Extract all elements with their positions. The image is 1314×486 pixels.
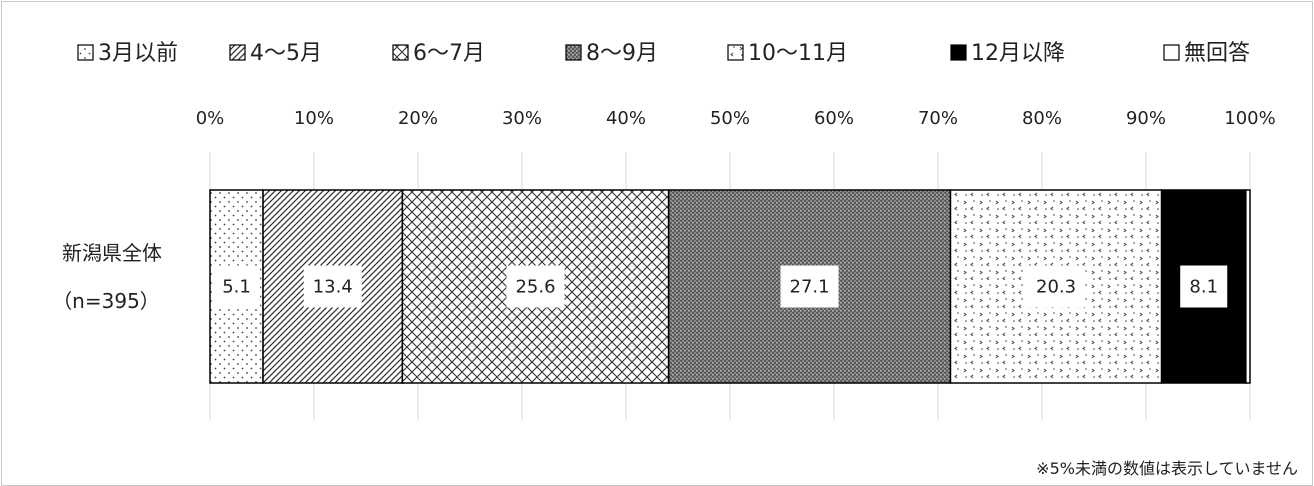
legend-label: 4～5月 [250,41,322,66]
legend-swatch [1163,44,1180,61]
x-axis-ticks: 0% 10% 20% 30% 40% 50% 60% 70% 80% 90% 100% [196,108,1276,129]
data-label-box [780,265,839,308]
legend-swatch [229,44,246,61]
x-tick-label: 70% [918,108,958,129]
category-label-sample-size: （n=395） [52,289,160,313]
data-label-box [1180,265,1228,308]
bar-segments [209,189,1251,384]
data-label: 8.1 [1189,277,1218,298]
legend-label: 8～9月 [586,41,658,66]
data-label-box [506,265,565,308]
x-tick-label: 10% [294,108,334,129]
bar-segment [1245,189,1251,384]
x-tick-label: 50% [710,108,750,129]
x-tick-label: 20% [398,108,438,129]
legend-label: 12月以降 [971,41,1065,66]
footnote: ※5%未満の数値は表示していません [1036,459,1298,478]
bar-segment [1160,189,1247,384]
legend-label: 6～7月 [413,41,485,66]
x-tick-label: 100% [1224,108,1275,129]
x-tick-label: 0% [196,108,225,129]
data-label: 20.3 [1036,277,1076,298]
legend: 3月以前 4～5月 6～7月 8～9月 10～11月 12月以降 無回答 [77,41,1250,66]
data-label: 27.1 [790,277,830,298]
category-labels: 新潟県全体 （n=395） [52,241,162,313]
data-label-box [1027,265,1086,308]
legend-swatch [950,44,967,61]
x-tick-label: 80% [1022,108,1062,129]
data-label-box [303,265,362,308]
data-label: 25.6 [515,277,555,298]
category-label-region: 新潟県全体 [62,241,162,265]
data-label: 13.4 [313,277,353,298]
x-tick-label: 40% [606,108,646,129]
legend-swatch [77,44,94,61]
x-tick-label: 60% [814,108,854,129]
legend-label: 3月以前 [98,41,178,66]
x-tick-label: 30% [502,108,542,129]
data-label-box [213,265,261,308]
legend-swatch [392,44,409,61]
data-labels: 5.1 13.4 25.6 27.1 20.3 8.1 [213,265,1228,308]
data-label: 5.1 [222,277,251,298]
x-tick-label: 90% [1126,108,1166,129]
legend-swatch [727,44,744,61]
legend-swatch [565,44,582,61]
legend-label: 無回答 [1184,41,1250,66]
legend-label: 10～11月 [748,41,848,66]
